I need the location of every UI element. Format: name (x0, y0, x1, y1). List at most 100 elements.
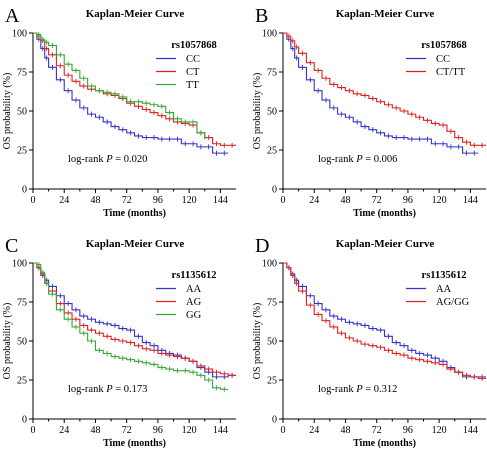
x-tick-label: 96 (403, 195, 413, 206)
legend: rs1135612 AA AG GG (156, 270, 216, 321)
pvalue-symbol: P (355, 384, 363, 395)
panel-d: D Kaplan-Meier Curve 0 25 50 75 100 0 24 48 72 96 12… (252, 235, 486, 449)
series-cc (33, 32, 229, 156)
series-ag (33, 262, 236, 378)
pvalue-prefix: log-rank (318, 154, 356, 165)
legend-entry: GG (186, 310, 202, 321)
pvalue-prefix: log-rank (68, 154, 106, 165)
y-axis-label: OS probability (%) (2, 303, 13, 380)
y-tick-label: 50 (17, 337, 27, 348)
pvalue-annotation: log-rank P = 0.312 (318, 384, 397, 395)
series-cc (283, 32, 479, 156)
series-tt (33, 32, 206, 140)
series-ct-tt (283, 32, 486, 148)
x-tick-label: 144 (213, 425, 228, 436)
panel-letter: C (5, 235, 18, 257)
legend-entry: CC (436, 54, 450, 65)
survival-curve (33, 262, 229, 390)
legend-entry: AG (186, 297, 202, 308)
y-tick-label: 50 (17, 107, 27, 118)
chart-title: Kaplan-Meier Curve (336, 8, 435, 20)
panel-letter: B (255, 5, 268, 27)
x-tick-label: 24 (59, 425, 69, 436)
x-tick-label: 48 (340, 425, 350, 436)
x-tick-label: 72 (122, 425, 132, 436)
legend-title: rs1057868 (171, 40, 217, 51)
chart-title: Kaplan-Meier Curve (86, 8, 185, 20)
y-tick-label: 0 (22, 185, 27, 196)
x-tick-label: 24 (309, 195, 319, 206)
y-tick-label: 100 (262, 29, 277, 40)
pvalue-value: = 0.173 (113, 384, 148, 395)
pvalue-value: = 0.020 (113, 154, 148, 165)
survival-curve (33, 262, 236, 376)
y-tick-label: 75 (267, 298, 277, 309)
pvalue-prefix: log-rank (68, 384, 106, 395)
y-tick-label: 25 (267, 376, 277, 387)
x-tick-label: 48 (90, 195, 100, 206)
pvalue-value: = 0.006 (363, 154, 398, 165)
pvalue-annotation: log-rank P = 0.006 (318, 154, 397, 165)
series-ag-gg (283, 262, 486, 381)
survival-curve (283, 32, 486, 146)
y-tick-label: 50 (267, 337, 277, 348)
legend-entry: CT/TT (436, 67, 466, 78)
x-tick-label: 72 (122, 195, 132, 206)
panel-letter: D (255, 235, 269, 257)
pvalue-symbol: P (355, 154, 363, 165)
x-tick-label: 48 (340, 195, 350, 206)
x-axis-label: Time (months) (353, 208, 416, 219)
legend-title: rs1135612 (422, 270, 467, 281)
x-tick-label: 144 (213, 195, 228, 206)
x-tick-label: 120 (182, 425, 197, 436)
x-tick-label: 72 (372, 425, 382, 436)
legend: rs1057868 CC CT/TT (406, 40, 467, 78)
x-tick-label: 96 (403, 425, 413, 436)
x-tick-label: 72 (372, 195, 382, 206)
y-tick-label: 0 (272, 415, 277, 426)
y-tick-label: 100 (12, 29, 27, 40)
x-axis-label: Time (months) (103, 208, 166, 219)
series-gg (33, 262, 229, 392)
legend-entry: TT (186, 80, 199, 91)
x-tick-label: 0 (281, 425, 286, 436)
survival-curve (283, 32, 479, 154)
legend-entry: AG/GG (436, 297, 470, 308)
panel-c: C Kaplan-Meier Curve 0 25 50 75 100 0 24 48 72 96 12… (2, 235, 236, 449)
legend-title: rs1135612 (172, 270, 217, 281)
x-axis-label: Time (months) (103, 438, 166, 449)
y-tick-label: 100 (12, 259, 27, 270)
x-tick-label: 120 (432, 425, 447, 436)
legend: rs1135612 AA AG/GG (406, 270, 470, 308)
y-tick-label: 100 (262, 259, 277, 270)
x-tick-label: 144 (463, 195, 478, 206)
survival-curve (283, 262, 486, 379)
x-tick-label: 144 (463, 425, 478, 436)
pvalue-annotation: log-rank P = 0.020 (68, 154, 147, 165)
y-axis-label: OS probability (%) (252, 303, 263, 380)
y-tick-label: 25 (267, 146, 277, 157)
panel-letter: A (5, 5, 20, 27)
x-tick-label: 24 (309, 425, 319, 436)
y-tick-label: 25 (17, 376, 27, 387)
y-tick-label: 0 (22, 415, 27, 426)
y-tick-label: 25 (17, 146, 27, 157)
x-tick-label: 120 (182, 195, 197, 206)
survival-curve (33, 32, 229, 154)
y-tick-label: 75 (267, 68, 277, 79)
y-tick-label: 0 (272, 185, 277, 196)
panel-a: A Kaplan-Meier Curve 0 25 50 75 100 0 24 48 72 96 12… (2, 5, 236, 219)
legend-entry: CT (186, 67, 200, 78)
x-tick-label: 0 (31, 195, 36, 206)
pvalue-annotation: log-rank P = 0.173 (68, 384, 147, 395)
y-axis-label: OS probability (%) (2, 73, 13, 150)
x-tick-label: 96 (153, 425, 163, 436)
survival-curve (33, 32, 206, 140)
y-tick-label: 75 (17, 68, 27, 79)
x-tick-label: 96 (153, 195, 163, 206)
legend-entry: AA (186, 284, 202, 295)
legend: rs1057868 CC CT TT (156, 40, 217, 91)
y-axis-label: OS probability (%) (252, 73, 263, 150)
pvalue-symbol: P (105, 384, 113, 395)
